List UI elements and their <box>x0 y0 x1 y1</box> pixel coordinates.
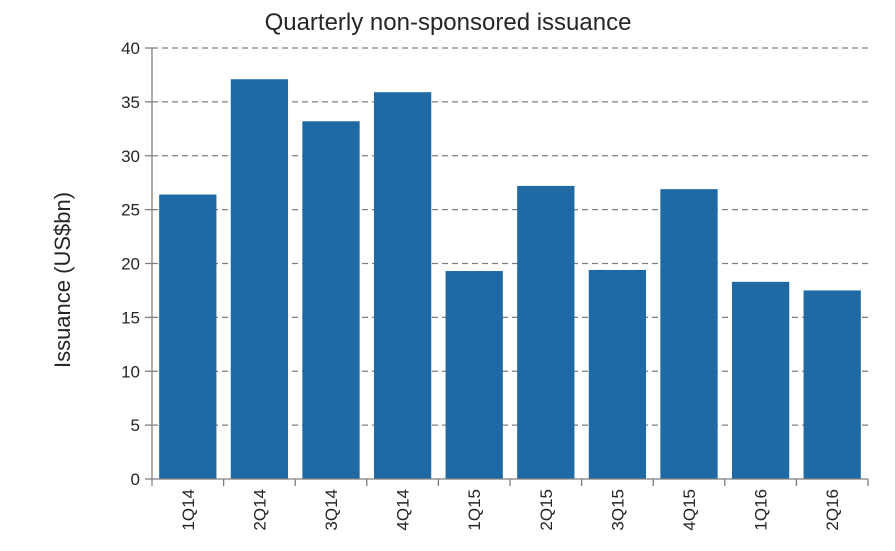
y-tick-label: 30 <box>121 147 140 166</box>
bar-2q14 <box>230 79 289 479</box>
y-tick-label: 5 <box>131 416 140 435</box>
bar-2q15 <box>517 185 575 480</box>
bars <box>159 79 861 480</box>
y-tick-label: 40 <box>121 39 140 58</box>
x-tick-label: 2Q16 <box>823 489 842 531</box>
chart-title: Quarterly non-sponsored issuance <box>265 9 632 36</box>
x-tick-label: 1Q14 <box>179 489 198 531</box>
bar-1q16 <box>731 281 790 479</box>
y-tick-label: 25 <box>121 201 140 220</box>
x-tick-label: 1Q15 <box>465 489 484 531</box>
x-tick-label: 2Q14 <box>250 489 269 531</box>
axes <box>145 47 869 486</box>
bar-4q14 <box>373 92 432 480</box>
bar-1q14 <box>159 194 217 480</box>
y-tick-label: 20 <box>121 255 140 274</box>
y-tick-label: 0 <box>131 470 140 489</box>
x-tick-label: 4Q15 <box>680 489 699 531</box>
x-tick-label: 4Q14 <box>394 489 413 531</box>
x-tick-label: 3Q15 <box>608 489 627 531</box>
y-tick-label: 15 <box>121 308 140 327</box>
bar-4q15 <box>660 189 718 479</box>
y-tick-label: 35 <box>121 93 140 112</box>
x-tick-label: 1Q16 <box>752 489 771 531</box>
x-tick-label: 3Q14 <box>322 489 341 531</box>
x-tick-labels: 1Q14 2Q14 3Q14 4Q14 1Q15 2Q15 3Q15 4Q15 1Q16 2Q16 <box>179 489 842 531</box>
y-tick-label: 10 <box>121 362 140 381</box>
y-axis-title: Issuance (US$bn) <box>50 192 75 368</box>
bar-3q15 <box>588 269 647 479</box>
bar-1q15 <box>445 271 503 479</box>
y-tick-labels: 0 5 10 15 20 25 30 35 40 <box>121 39 140 489</box>
bar-2q16 <box>803 290 861 479</box>
bar-3q14 <box>302 121 360 480</box>
x-tick-label: 2Q15 <box>537 489 556 531</box>
